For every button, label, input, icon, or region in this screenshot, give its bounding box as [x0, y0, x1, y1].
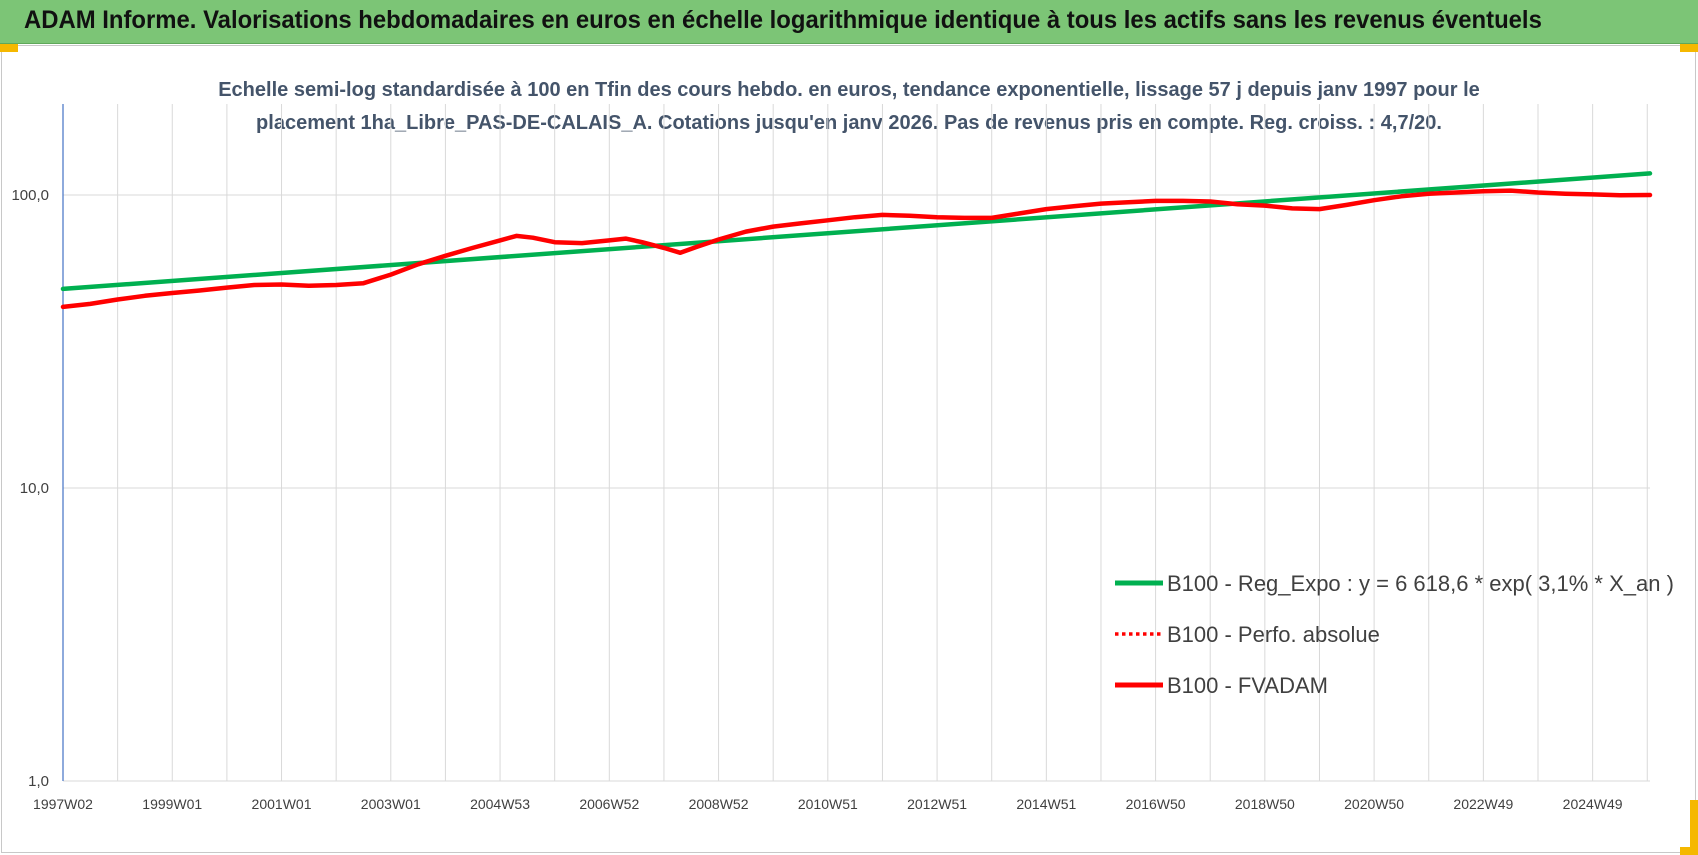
page-title: ADAM Informe. Valorisations hebdomadaire…: [24, 6, 1542, 34]
x-tick-label: 2001W01: [252, 796, 312, 812]
x-tick-label: 2006W52: [579, 796, 639, 812]
x-tick-label: 1999W01: [142, 796, 202, 812]
chart-subtitle-line-1: Echelle semi-log standardisée à 100 en T…: [218, 79, 1480, 101]
x-tick-label: 1997W02: [33, 796, 93, 812]
chart-subtitle-line-2: placement 1ha_Libre_PAS-DE-CALAIS_A. Cot…: [256, 112, 1442, 134]
x-tick-label: 2010W51: [798, 796, 858, 812]
legend-label-0: B100 - Reg_Expo : y = 6 618,6 * exp( 3,1…: [1167, 571, 1674, 596]
x-tick-label: 2008W52: [689, 796, 749, 812]
x-tick-label: 2014W51: [1016, 796, 1076, 812]
legend-label-2: B100 - FVADAM: [1167, 673, 1328, 698]
corner-mark-top-left: [0, 44, 18, 52]
chart-frame: [1, 45, 1696, 853]
y-tick-label: 100,0: [11, 187, 49, 204]
x-tick-label: 2022W49: [1453, 796, 1513, 812]
corner-mark-bottom-right: [1690, 800, 1698, 855]
x-tick-label: 2004W53: [470, 796, 530, 812]
y-tick-label: 10,0: [20, 480, 49, 497]
x-tick-label: 2018W50: [1235, 796, 1295, 812]
legend-label-1: B100 - Perfo. absolue: [1167, 622, 1380, 647]
series-line-2: [60, 188, 1653, 310]
x-tick-label: 2024W49: [1563, 796, 1623, 812]
corner-mark-bottom-right-base: [1680, 847, 1698, 855]
series-line-0: [60, 171, 1653, 292]
x-tick-label: 2016W50: [1126, 796, 1186, 812]
y-tick-label: 1,0: [28, 773, 49, 790]
title-bar: ADAM Informe. Valorisations hebdomadaire…: [0, 0, 1698, 44]
corner-mark-top-right: [1680, 44, 1698, 52]
x-tick-label: 2003W01: [361, 796, 421, 812]
x-tick-label: 2012W51: [907, 796, 967, 812]
x-tick-label: 2020W50: [1344, 796, 1404, 812]
